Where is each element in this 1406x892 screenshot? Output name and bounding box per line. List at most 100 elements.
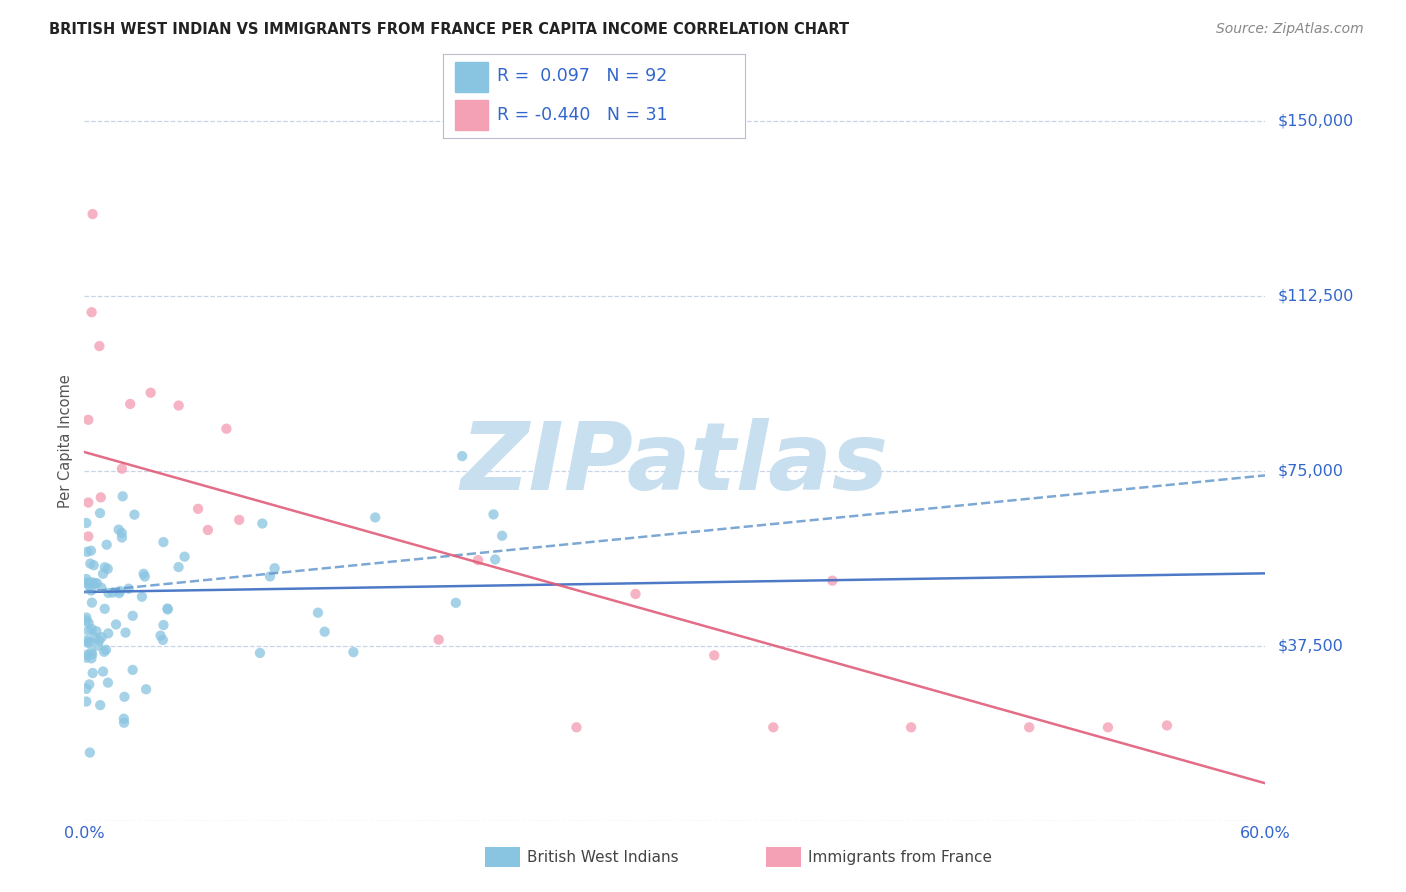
Point xyxy=(86,576,108,591)
Point xyxy=(156,602,179,616)
Point xyxy=(249,646,271,660)
Point xyxy=(152,618,174,632)
Point xyxy=(76,648,98,662)
Point xyxy=(703,648,725,663)
Point xyxy=(1156,718,1178,732)
Point xyxy=(427,632,450,647)
Point xyxy=(111,531,134,545)
Point xyxy=(82,575,104,590)
Point xyxy=(364,510,387,524)
Point xyxy=(89,633,111,648)
Point xyxy=(114,625,136,640)
Point xyxy=(79,634,101,648)
Point xyxy=(77,636,100,650)
Text: Immigrants from France: Immigrants from France xyxy=(808,850,993,864)
Point xyxy=(197,523,219,537)
Point xyxy=(444,596,467,610)
Point xyxy=(482,508,505,522)
Point xyxy=(91,665,114,679)
Point xyxy=(79,557,101,571)
Point xyxy=(111,489,134,503)
Point xyxy=(75,610,97,624)
Point xyxy=(124,508,146,522)
Point xyxy=(307,606,329,620)
Point xyxy=(77,615,100,630)
Bar xyxy=(456,100,488,130)
Point xyxy=(108,586,131,600)
Point xyxy=(89,339,111,353)
Point xyxy=(121,663,143,677)
Point xyxy=(79,579,101,593)
Point xyxy=(82,207,104,221)
Point xyxy=(93,645,115,659)
Point xyxy=(1097,720,1119,734)
Point xyxy=(79,746,101,760)
Point xyxy=(75,633,97,648)
Point xyxy=(97,562,120,576)
Text: British West Indians: British West Indians xyxy=(527,850,679,864)
Text: BRITISH WEST INDIAN VS IMMIGRANTS FROM FRANCE PER CAPITA INCOME CORRELATION CHAR: BRITISH WEST INDIAN VS IMMIGRANTS FROM F… xyxy=(49,22,849,37)
Point xyxy=(97,675,120,690)
Point xyxy=(94,560,117,574)
Point xyxy=(121,608,143,623)
Text: Source: ZipAtlas.com: Source: ZipAtlas.com xyxy=(1216,22,1364,37)
Point xyxy=(76,614,98,628)
Point xyxy=(821,574,844,588)
Point xyxy=(108,584,131,599)
Text: ZIPatlas: ZIPatlas xyxy=(461,418,889,510)
Y-axis label: Per Capita Income: Per Capita Income xyxy=(58,375,73,508)
Point xyxy=(314,624,336,639)
Text: $150,000: $150,000 xyxy=(1277,113,1354,128)
Point xyxy=(173,549,195,564)
Point xyxy=(80,543,103,558)
Point xyxy=(87,639,110,653)
Point xyxy=(342,645,364,659)
Point xyxy=(467,553,489,567)
Point xyxy=(156,601,179,615)
Point xyxy=(82,666,104,681)
Point xyxy=(91,566,114,581)
Point xyxy=(75,694,97,708)
Point xyxy=(252,516,274,531)
Point xyxy=(89,698,111,712)
Point xyxy=(484,552,506,566)
Point xyxy=(112,690,135,704)
Point xyxy=(90,491,112,505)
Point xyxy=(187,501,209,516)
Point xyxy=(75,650,97,665)
Point xyxy=(75,516,97,530)
Point xyxy=(167,560,190,574)
Point xyxy=(86,624,108,639)
Point xyxy=(132,566,155,581)
Point xyxy=(491,529,513,543)
Text: R =  0.097   N = 92: R = 0.097 N = 92 xyxy=(498,68,668,86)
Point xyxy=(149,629,172,643)
Point xyxy=(135,682,157,697)
Point xyxy=(624,587,647,601)
Point xyxy=(84,631,107,645)
Point xyxy=(97,586,120,600)
Point xyxy=(900,720,922,734)
Point xyxy=(80,651,103,665)
Point xyxy=(80,645,103,659)
Point xyxy=(97,626,120,640)
Point xyxy=(77,413,100,427)
Text: $75,000: $75,000 xyxy=(1277,463,1343,478)
Point xyxy=(84,576,107,591)
Point xyxy=(111,526,134,541)
Point xyxy=(93,602,115,616)
Point xyxy=(96,538,118,552)
Point xyxy=(80,622,103,636)
Point xyxy=(134,569,156,583)
Text: $112,500: $112,500 xyxy=(1277,288,1354,303)
Point xyxy=(75,575,97,590)
Point xyxy=(112,715,135,730)
Point xyxy=(117,582,139,596)
Point xyxy=(228,513,250,527)
Point xyxy=(82,647,104,661)
Point xyxy=(83,558,105,573)
Point xyxy=(80,596,103,610)
Bar xyxy=(456,62,488,92)
Point xyxy=(77,624,100,638)
Point xyxy=(112,712,135,726)
